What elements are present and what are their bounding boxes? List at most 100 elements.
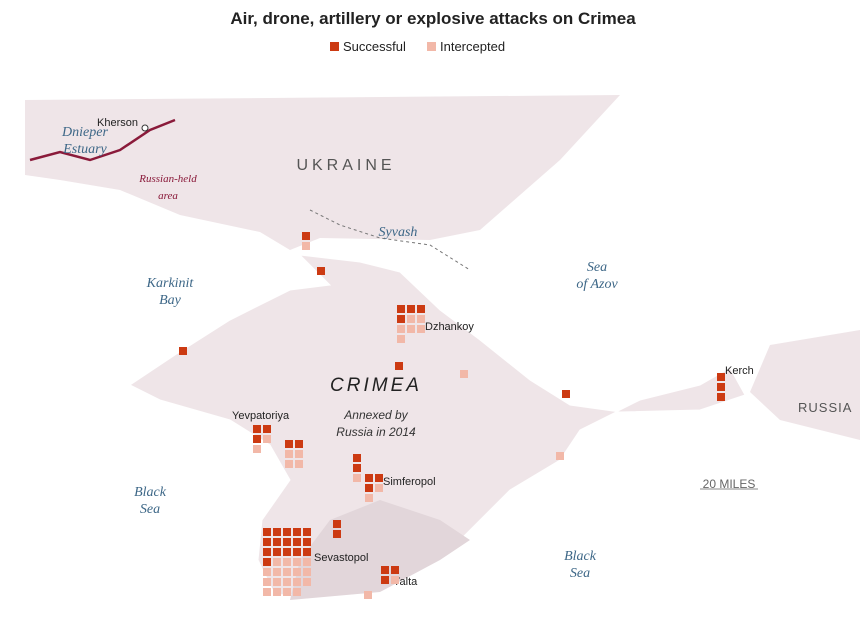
attack-mark [273, 548, 281, 556]
attack-mark [273, 578, 281, 586]
title: Air, drone, artillery or explosive attac… [230, 9, 636, 28]
attack-mark [293, 588, 301, 596]
place-label: Annexed by [343, 408, 408, 422]
attack-mark [460, 370, 468, 378]
attack-mark [417, 305, 425, 313]
place-label: area [158, 190, 178, 202]
place-label: Bay [159, 293, 182, 308]
attack-mark [417, 315, 425, 323]
attack-mark [253, 425, 261, 433]
place-label: Simferopol [383, 476, 436, 488]
legend-label: Intercepted [440, 39, 505, 54]
attack-mark [303, 538, 311, 546]
place-label: Black [134, 485, 167, 500]
attack-mark [375, 484, 383, 492]
attack-mark [353, 454, 361, 462]
place-label: RUSSIA [798, 400, 852, 415]
attack-mark [717, 373, 725, 381]
place-label: Sea [587, 260, 607, 275]
place-label: CRIMEA [330, 375, 422, 396]
attack-mark [295, 450, 303, 458]
attack-mark [285, 440, 293, 448]
attack-mark [364, 591, 372, 599]
attack-mark [365, 474, 373, 482]
attack-mark [365, 484, 373, 492]
place-label: 20 MILES [703, 477, 756, 491]
attack-mark [263, 425, 271, 433]
attack-mark [293, 578, 301, 586]
attack-mark [263, 578, 271, 586]
place-label: UKRAINE [296, 157, 395, 174]
attack-mark [295, 460, 303, 468]
crimea-land [129, 254, 746, 596]
attack-mark [263, 435, 271, 443]
place-label: Sea [140, 502, 160, 517]
place-label: Russian-held [138, 173, 197, 185]
attack-mark [407, 325, 415, 333]
attack-mark [303, 528, 311, 536]
place-label: Estuary [62, 142, 107, 157]
attack-mark [302, 232, 310, 240]
attack-mark [395, 362, 403, 370]
attack-mark [381, 576, 389, 584]
attack-mark [293, 568, 301, 576]
attack-mark [263, 528, 271, 536]
attack-mark [263, 588, 271, 596]
legend: Successful Intercepted [330, 39, 505, 54]
attack-mark [295, 440, 303, 448]
place-label: Karkinit [146, 276, 195, 291]
attack-mark [263, 548, 271, 556]
place-label: Sevastopol [314, 552, 368, 564]
attack-mark [562, 390, 570, 398]
place-label: Yalta [393, 576, 418, 588]
attack-mark [273, 568, 281, 576]
attack-mark [273, 588, 281, 596]
attack-mark [391, 566, 399, 574]
attack-mark [283, 528, 291, 536]
legend-swatch [427, 42, 436, 51]
attack-mark [283, 568, 291, 576]
attack-mark [397, 305, 405, 313]
attack-mark [353, 474, 361, 482]
attack-mark [381, 566, 389, 574]
attack-mark [293, 528, 301, 536]
attack-mark [273, 528, 281, 536]
attack-mark [407, 305, 415, 313]
attack-mark [253, 435, 261, 443]
attack-mark [263, 538, 271, 546]
attack-mark [333, 520, 341, 528]
attack-mark [283, 558, 291, 566]
attack-mark [397, 325, 405, 333]
front-line [29, 118, 176, 162]
attack-mark [365, 494, 373, 502]
place-label: Syvash [379, 225, 418, 240]
place-label: Sea [570, 566, 590, 581]
place-label: Dzhankoy [425, 321, 474, 333]
attack-mark [717, 383, 725, 391]
attack-mark [263, 568, 271, 576]
attack-mark [391, 576, 399, 584]
attack-mark [283, 548, 291, 556]
place-label: Yevpatoriya [232, 410, 290, 422]
attack-mark [317, 267, 325, 275]
mainland [25, 95, 620, 250]
attack-mark [407, 315, 415, 323]
attack-mark [273, 538, 281, 546]
attack-mark [353, 464, 361, 472]
attack-mark [717, 393, 725, 401]
attack-mark [417, 325, 425, 333]
marks [179, 232, 725, 599]
attack-mark [285, 460, 293, 468]
attack-mark [556, 452, 564, 460]
attack-mark [283, 588, 291, 596]
attack-mark [303, 578, 311, 586]
russia-land [750, 330, 860, 440]
attack-mark [303, 558, 311, 566]
attack-mark [273, 558, 281, 566]
place-label: Russia in 2014 [336, 425, 416, 439]
attack-mark [283, 578, 291, 586]
attack-mark [285, 450, 293, 458]
attack-mark [179, 347, 187, 355]
attack-mark [283, 538, 291, 546]
